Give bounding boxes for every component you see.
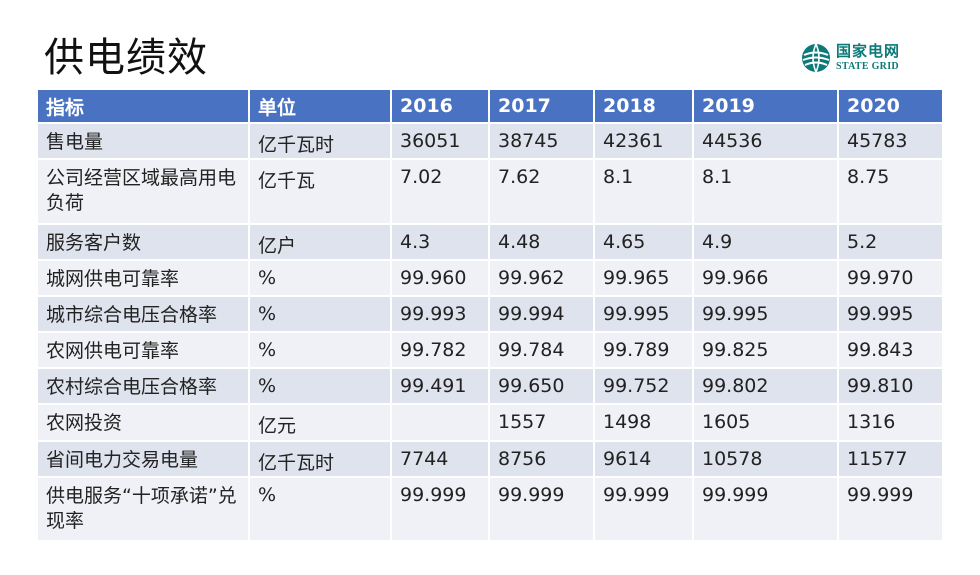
table-cell: 99.999 (593, 476, 694, 542)
table-cell: % (248, 476, 392, 542)
table-cell: 99.802 (692, 367, 839, 405)
table-cell: 1498 (593, 403, 694, 442)
table-row: 售电量 亿千瓦时 36051 38745 42361 44536 45783 (36, 122, 944, 160)
table-row: 服务客户数 亿户 4.3 4.48 4.65 4.9 5.2 (36, 223, 944, 261)
table-row: 公司经营区域最高用电负荷 亿千瓦 7.02 7.62 8.1 8.1 8.75 (36, 158, 944, 225)
table-cell: 供电服务“十项承诺”兑现率 (36, 476, 250, 542)
table-cell: 7.02 (390, 158, 490, 225)
table-cell: 7744 (390, 440, 490, 478)
table-cell: 农网供电可靠率 (36, 331, 250, 369)
table-cell: 7.62 (488, 158, 595, 225)
column-header: 2020 (837, 88, 944, 124)
table-cell: 99.993 (390, 295, 490, 333)
state-grid-logo: 国家电网 STATE GRID (800, 42, 900, 74)
table-cell: % (248, 295, 392, 333)
table-row: 省间电力交易电量 亿千瓦时 7744 8756 9614 10578 11577 (36, 440, 944, 478)
column-header: 2018 (593, 88, 694, 124)
table-cell: 农网投资 (36, 403, 250, 442)
table-cell: 亿千瓦时 (248, 440, 392, 478)
table-cell: 44536 (692, 122, 839, 160)
table-cell: 省间电力交易电量 (36, 440, 250, 478)
table-cell: 99.995 (837, 295, 944, 333)
table-cell: 99.970 (837, 259, 944, 297)
table-cell: 4.9 (692, 223, 839, 261)
table-cell: 4.48 (488, 223, 595, 261)
table-cell: 99.999 (837, 476, 944, 542)
table-cell: 4.65 (593, 223, 694, 261)
table-cell: 99.999 (390, 476, 490, 542)
table-cell: 公司经营区域最高用电负荷 (36, 158, 250, 225)
table-cell: % (248, 259, 392, 297)
logo-text-en: STATE GRID (836, 61, 899, 72)
table-cell: 42361 (593, 122, 694, 160)
table-cell: 11577 (837, 440, 944, 478)
table-cell: 10578 (692, 440, 839, 478)
table-row: 农村综合电压合格率 % 99.491 99.650 99.752 99.802 … (36, 367, 944, 405)
table-cell: 99.784 (488, 331, 595, 369)
column-header: 2019 (692, 88, 839, 124)
table-cell: 99.752 (593, 367, 694, 405)
table-cell: 8.75 (837, 158, 944, 225)
table-cell: 38745 (488, 122, 595, 160)
table-cell: 99.966 (692, 259, 839, 297)
table-cell: 8.1 (593, 158, 694, 225)
table-cell: 99.999 (692, 476, 839, 542)
column-header: 2017 (488, 88, 595, 124)
table-cell: % (248, 367, 392, 405)
table-cell: 亿千瓦时 (248, 122, 392, 160)
table-cell: 36051 (390, 122, 490, 160)
table-cell: 45783 (837, 122, 944, 160)
table-cell: 9614 (593, 440, 694, 478)
table-cell: 8.1 (692, 158, 839, 225)
performance-table: 指标 单位 2016 2017 2018 2019 2020 售电量 亿千瓦时 … (36, 88, 944, 542)
table-cell: % (248, 331, 392, 369)
table-cell: 4.3 (390, 223, 490, 261)
table-cell: 1605 (692, 403, 839, 442)
table-header-row: 指标 单位 2016 2017 2018 2019 2020 (36, 88, 944, 124)
table-cell: 99.995 (593, 295, 694, 333)
table-cell: 城市综合电压合格率 (36, 295, 250, 333)
logo-text-cn: 国家电网 (836, 42, 901, 60)
table-cell: 99.999 (488, 476, 595, 542)
table-row: 农网投资 亿元 1557 1498 1605 1316 (36, 403, 944, 442)
table-cell: 99.960 (390, 259, 490, 297)
page-title: 供电绩效 (44, 35, 208, 81)
table-row: 供电服务“十项承诺”兑现率 % 99.999 99.999 99.999 99.… (36, 476, 944, 542)
table-cell: 亿元 (248, 403, 392, 442)
column-header: 指标 (36, 88, 250, 124)
table-cell: 1557 (488, 403, 595, 442)
table-cell: 99.965 (593, 259, 694, 297)
table-cell: 5.2 (837, 223, 944, 261)
table-cell: 1316 (837, 403, 944, 442)
table-cell: 99.825 (692, 331, 839, 369)
table-row: 城网供电可靠率 % 99.960 99.962 99.965 99.966 99… (36, 259, 944, 297)
table-cell: 亿千瓦 (248, 158, 392, 225)
column-header: 单位 (248, 88, 392, 124)
state-grid-logo-icon (802, 43, 830, 73)
table-cell: 服务客户数 (36, 223, 250, 261)
table-cell (390, 403, 490, 442)
table-cell: 99.994 (488, 295, 595, 333)
table-cell: 城网供电可靠率 (36, 259, 250, 297)
table-cell: 99.650 (488, 367, 595, 405)
table-cell: 农村综合电压合格率 (36, 367, 250, 405)
table-cell: 99.789 (593, 331, 694, 369)
table-row: 城市综合电压合格率 % 99.993 99.994 99.995 99.995 … (36, 295, 944, 333)
table-cell: 99.782 (390, 331, 490, 369)
table-cell: 99.491 (390, 367, 490, 405)
table-cell: 99.843 (837, 331, 944, 369)
table-cell: 99.962 (488, 259, 595, 297)
column-header: 2016 (390, 88, 490, 124)
table-cell: 99.810 (837, 367, 944, 405)
table-cell: 售电量 (36, 122, 250, 160)
table-row: 农网供电可靠率 % 99.782 99.784 99.789 99.825 99… (36, 331, 944, 369)
table-cell: 99.995 (692, 295, 839, 333)
table-cell: 8756 (488, 440, 595, 478)
table-cell: 亿户 (248, 223, 392, 261)
